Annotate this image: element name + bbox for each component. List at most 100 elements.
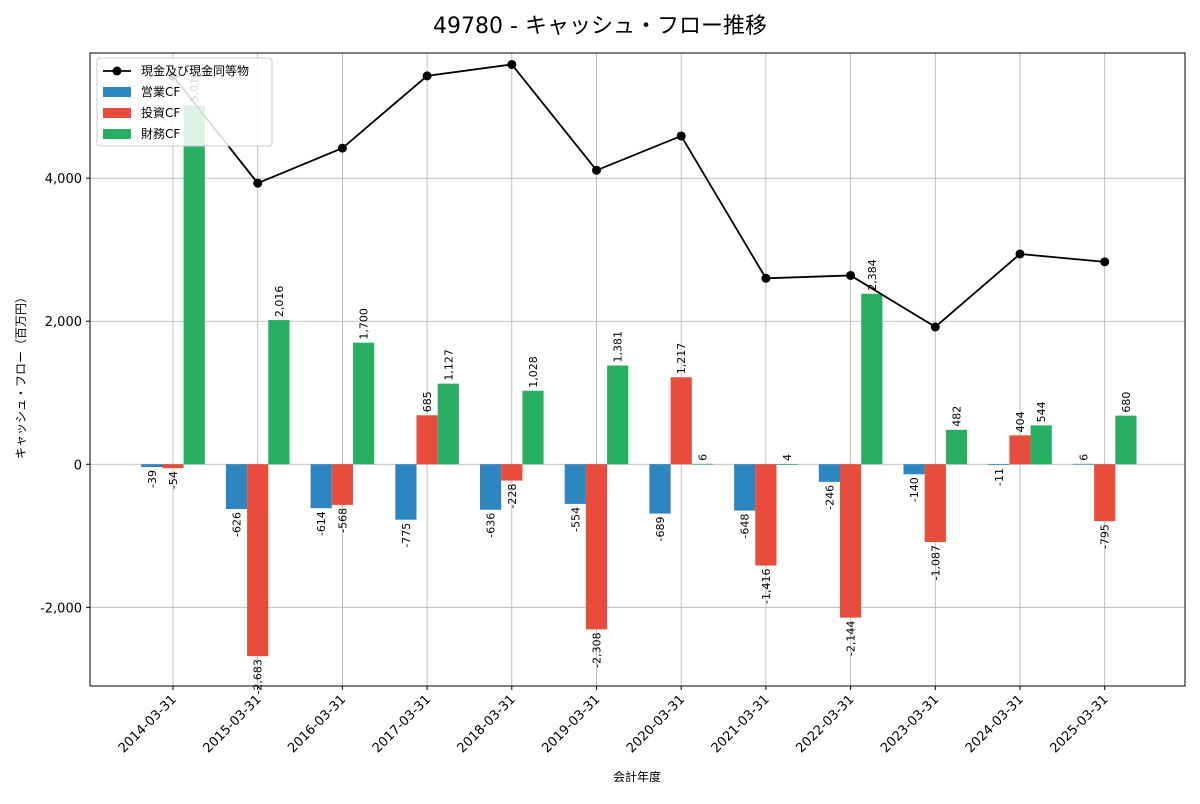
chart-title: 49780 - キャッシュ・フロー推移 xyxy=(433,14,767,39)
data-label: -2,308 xyxy=(591,632,604,667)
legend-bar-swatch xyxy=(103,129,131,139)
data-label: 1,028 xyxy=(527,356,540,388)
bar xyxy=(225,464,248,510)
bar xyxy=(670,377,692,465)
bar xyxy=(162,464,184,469)
x-tick-label: 2020-03-31 xyxy=(624,692,688,756)
x-tick-label: 2015-03-31 xyxy=(200,692,264,756)
bar xyxy=(755,464,777,566)
data-label: -11 xyxy=(993,468,1006,486)
bar xyxy=(1009,435,1031,465)
data-label: -54 xyxy=(167,471,180,489)
legend-label: 投資CF xyxy=(141,105,180,120)
x-tick-label: 2017-03-31 xyxy=(370,692,434,756)
bar xyxy=(1030,425,1052,465)
data-labels: -39 -626 -614 -775 -636 -554 -689 -648 -246 -140 -… xyxy=(146,71,1133,695)
bar xyxy=(310,464,332,509)
data-label: -2,144 xyxy=(845,621,858,656)
cash-point xyxy=(1100,257,1110,267)
cash-point xyxy=(676,131,686,141)
legend-bar-swatch xyxy=(103,108,131,118)
data-label: -228 xyxy=(506,484,519,509)
bar xyxy=(395,464,417,520)
x-tick-label: 2021-03-31 xyxy=(709,692,773,756)
x-tick-label: 2024-03-31 xyxy=(963,692,1027,756)
data-label: 685 xyxy=(421,391,434,412)
x-axis: 2014-03-31 2015-03-31 2016-03-31 2017-03-31… xyxy=(116,686,1112,756)
cash-point xyxy=(846,270,856,280)
y-tick-label: 0 xyxy=(74,458,82,473)
bar xyxy=(776,463,798,465)
data-label: -39 xyxy=(146,470,159,488)
data-label: -1,416 xyxy=(760,569,773,604)
bar xyxy=(353,342,375,465)
y-tick-label: 4,000 xyxy=(45,172,82,187)
bar xyxy=(734,464,756,511)
data-label: 680 xyxy=(1120,392,1133,413)
bar xyxy=(585,464,608,630)
data-label: 482 xyxy=(951,406,964,427)
x-tick-label: 2018-03-31 xyxy=(455,692,519,756)
bar xyxy=(416,415,438,465)
legend-label: 財務CF xyxy=(141,126,180,141)
data-label: 2,384 xyxy=(866,259,879,291)
bar xyxy=(247,464,269,657)
bar xyxy=(183,105,205,465)
data-label: 1,127 xyxy=(442,349,455,381)
bar xyxy=(861,293,883,465)
x-tick-label: 2025-03-31 xyxy=(1047,692,1111,756)
y-axis: -2,000 0 2,000 4,000 xyxy=(40,172,90,616)
bar xyxy=(437,383,459,465)
bar xyxy=(945,429,968,465)
legend-marker-swatch xyxy=(112,66,122,76)
x-tick-label: 2023-03-31 xyxy=(878,692,942,756)
legend-bar-swatch xyxy=(103,87,131,97)
data-label: 4 xyxy=(781,454,794,461)
data-label: 6 xyxy=(1078,454,1091,461)
cash-point xyxy=(507,59,517,69)
x-tick-label: 2016-03-31 xyxy=(285,692,349,756)
bar xyxy=(141,464,163,468)
cash-point xyxy=(761,273,771,283)
data-label: -689 xyxy=(654,517,667,542)
bar xyxy=(840,464,862,618)
data-label: 1,217 xyxy=(675,343,688,375)
bar xyxy=(522,390,544,465)
bar xyxy=(649,464,671,514)
data-label: 1,381 xyxy=(612,331,625,363)
bar xyxy=(501,464,523,481)
data-label: -140 xyxy=(908,477,921,502)
cash-line xyxy=(168,59,1110,332)
data-label: -648 xyxy=(739,514,752,539)
x-axis-label: 会計年度 xyxy=(613,769,661,784)
x-tick-label: 2019-03-31 xyxy=(539,692,603,756)
cash-line-path xyxy=(172,63,1105,329)
x-tick-label: 2014-03-31 xyxy=(116,692,180,756)
cash-point xyxy=(1015,249,1025,259)
cash-point xyxy=(592,165,601,175)
legend-box xyxy=(96,57,273,147)
bar xyxy=(924,464,946,543)
cash-point xyxy=(422,71,432,81)
bar xyxy=(331,464,353,505)
cash-point xyxy=(337,143,347,153)
bar xyxy=(903,464,925,475)
data-label: 1,700 xyxy=(358,308,371,340)
data-label: -554 xyxy=(569,507,582,532)
bars xyxy=(141,105,1137,657)
legend-label: 営業CF xyxy=(141,85,180,99)
data-label: -626 xyxy=(231,512,244,537)
data-label: 6 xyxy=(696,454,709,461)
cash-point xyxy=(253,178,263,188)
bar xyxy=(564,464,586,504)
data-label: -1,087 xyxy=(929,545,942,580)
y-tick-label: -2,000 xyxy=(40,601,82,616)
bar xyxy=(480,464,502,510)
bar xyxy=(1072,463,1095,465)
plot-frame xyxy=(89,52,1186,687)
legend-label: 現金及び現金同等物 xyxy=(141,63,249,78)
data-label: 404 xyxy=(1014,411,1027,432)
